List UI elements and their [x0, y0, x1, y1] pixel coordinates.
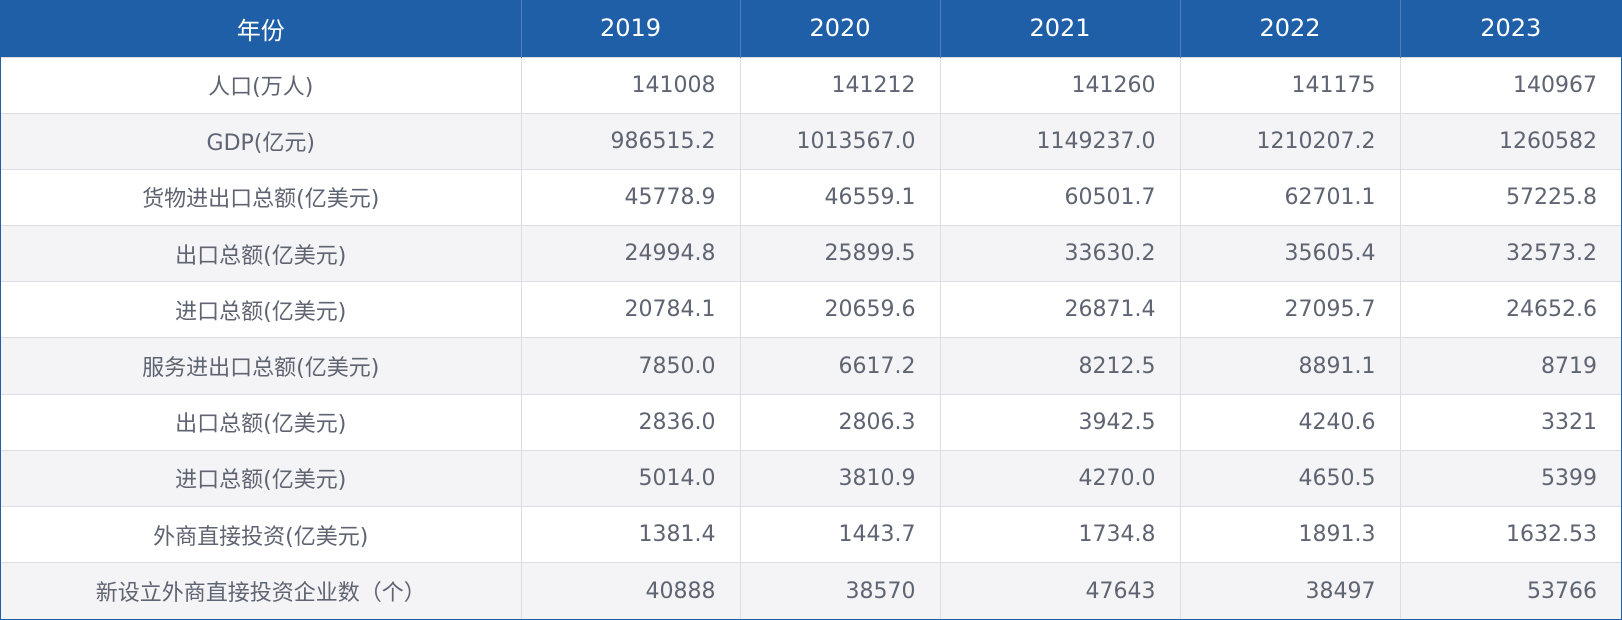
table-cell: 24652.6	[1400, 281, 1621, 338]
header-year-2023: 2023	[1400, 0, 1621, 57]
table-cell: 1734.8	[940, 505, 1181, 563]
table-cell: 57225.8	[1400, 168, 1621, 226]
table-row: 新设立外商直接投资企业数（个） 40888 38570 47643 38497 …	[1, 562, 1621, 619]
table-cell: 1381.4	[521, 505, 741, 563]
table-cell: 8212.5	[940, 337, 1181, 395]
header-year-2021: 2021	[940, 0, 1181, 57]
header-year-2022: 2022	[1180, 0, 1401, 57]
table-cell: 4270.0	[940, 449, 1181, 507]
table-header: 年份 2019 2020 2021 2022 2023	[1, 0, 1621, 57]
table-cell: 141175	[1180, 56, 1401, 114]
table-row: 人口(万人) 141008 141212 141260 141175 14096…	[1, 56, 1621, 114]
table-cell: 3321	[1400, 393, 1621, 451]
table-cell: 8891.1	[1180, 337, 1401, 395]
table-cell: 62701.1	[1180, 168, 1401, 226]
row-label: 外商直接投资(亿美元)	[1, 505, 522, 563]
header-year-2019: 2019	[521, 0, 741, 57]
table-cell: 2836.0	[521, 393, 741, 451]
table-cell: 141260	[940, 56, 1181, 114]
table-cell: 45778.9	[521, 168, 741, 226]
table-body: 人口(万人) 141008 141212 141260 141175 14096…	[1, 56, 1621, 619]
table-cell: 32573.2	[1400, 225, 1621, 282]
table-cell: 20659.6	[740, 281, 941, 338]
header-year-2020: 2020	[740, 0, 941, 57]
table-cell: 141212	[740, 56, 941, 114]
row-label: 服务进出口总额(亿美元)	[1, 337, 522, 395]
table-cell: 1443.7	[740, 505, 941, 563]
table-cell: 6617.2	[740, 337, 941, 395]
table-row: 出口总额(亿美元) 2836.0 2806.3 3942.5 4240.6 33…	[1, 393, 1621, 451]
table-cell: 4650.5	[1180, 449, 1401, 507]
table-cell: 5399	[1400, 449, 1621, 507]
table-cell: 38570	[740, 562, 941, 619]
table-cell: 4240.6	[1180, 393, 1401, 451]
table-cell: 1149237.0	[940, 112, 1181, 170]
table-cell: 1632.53	[1400, 505, 1621, 563]
table-row: 进口总额(亿美元) 5014.0 3810.9 4270.0 4650.5 53…	[1, 449, 1621, 507]
row-label: 进口总额(亿美元)	[1, 449, 522, 507]
table-cell: 35605.4	[1180, 225, 1401, 282]
row-label: 新设立外商直接投资企业数（个）	[1, 562, 522, 619]
row-label: 进口总额(亿美元)	[1, 281, 522, 338]
table-cell: 1210207.2	[1180, 112, 1401, 170]
row-label: 货物进出口总额(亿美元)	[1, 168, 522, 226]
table-row: 服务进出口总额(亿美元) 7850.0 6617.2 8212.5 8891.1…	[1, 337, 1621, 395]
table-row: 出口总额(亿美元) 24994.8 25899.5 33630.2 35605.…	[1, 225, 1621, 282]
row-label: 出口总额(亿美元)	[1, 225, 522, 282]
table-cell: 26871.4	[940, 281, 1181, 338]
row-label: 人口(万人)	[1, 56, 522, 114]
table-cell: 3810.9	[740, 449, 941, 507]
table-cell: 27095.7	[1180, 281, 1401, 338]
table-cell: 2806.3	[740, 393, 941, 451]
table-cell: 5014.0	[521, 449, 741, 507]
row-label: 出口总额(亿美元)	[1, 393, 522, 451]
table-cell: 25899.5	[740, 225, 941, 282]
table-cell: 60501.7	[940, 168, 1181, 226]
table-cell: 141008	[521, 56, 741, 114]
table-row: 外商直接投资(亿美元) 1381.4 1443.7 1734.8 1891.3 …	[1, 505, 1621, 563]
table-cell: 46559.1	[740, 168, 941, 226]
table-cell: 40888	[521, 562, 741, 619]
table-cell: 1891.3	[1180, 505, 1401, 563]
table-cell: 986515.2	[521, 112, 741, 170]
table-row: GDP(亿元) 986515.2 1013567.0 1149237.0 121…	[1, 112, 1621, 170]
table-row: 进口总额(亿美元) 20784.1 20659.6 26871.4 27095.…	[1, 281, 1621, 338]
table-cell: 7850.0	[521, 337, 741, 395]
table-cell: 140967	[1400, 56, 1621, 114]
table-cell: 24994.8	[521, 225, 741, 282]
header-row: 年份 2019 2020 2021 2022 2023	[1, 0, 1621, 57]
header-label: 年份	[1, 0, 522, 57]
table-cell: 47643	[940, 562, 1181, 619]
table-cell: 3942.5	[940, 393, 1181, 451]
table-cell: 1260582	[1400, 112, 1621, 170]
table-cell: 8719	[1400, 337, 1621, 395]
table-cell: 38497	[1180, 562, 1401, 619]
table-cell: 20784.1	[521, 281, 741, 338]
row-label: GDP(亿元)	[1, 112, 522, 170]
table-cell: 53766	[1400, 562, 1621, 619]
table-cell: 1013567.0	[740, 112, 941, 170]
table-row: 货物进出口总额(亿美元) 45778.9 46559.1 60501.7 627…	[1, 168, 1621, 226]
table-cell: 33630.2	[940, 225, 1181, 282]
